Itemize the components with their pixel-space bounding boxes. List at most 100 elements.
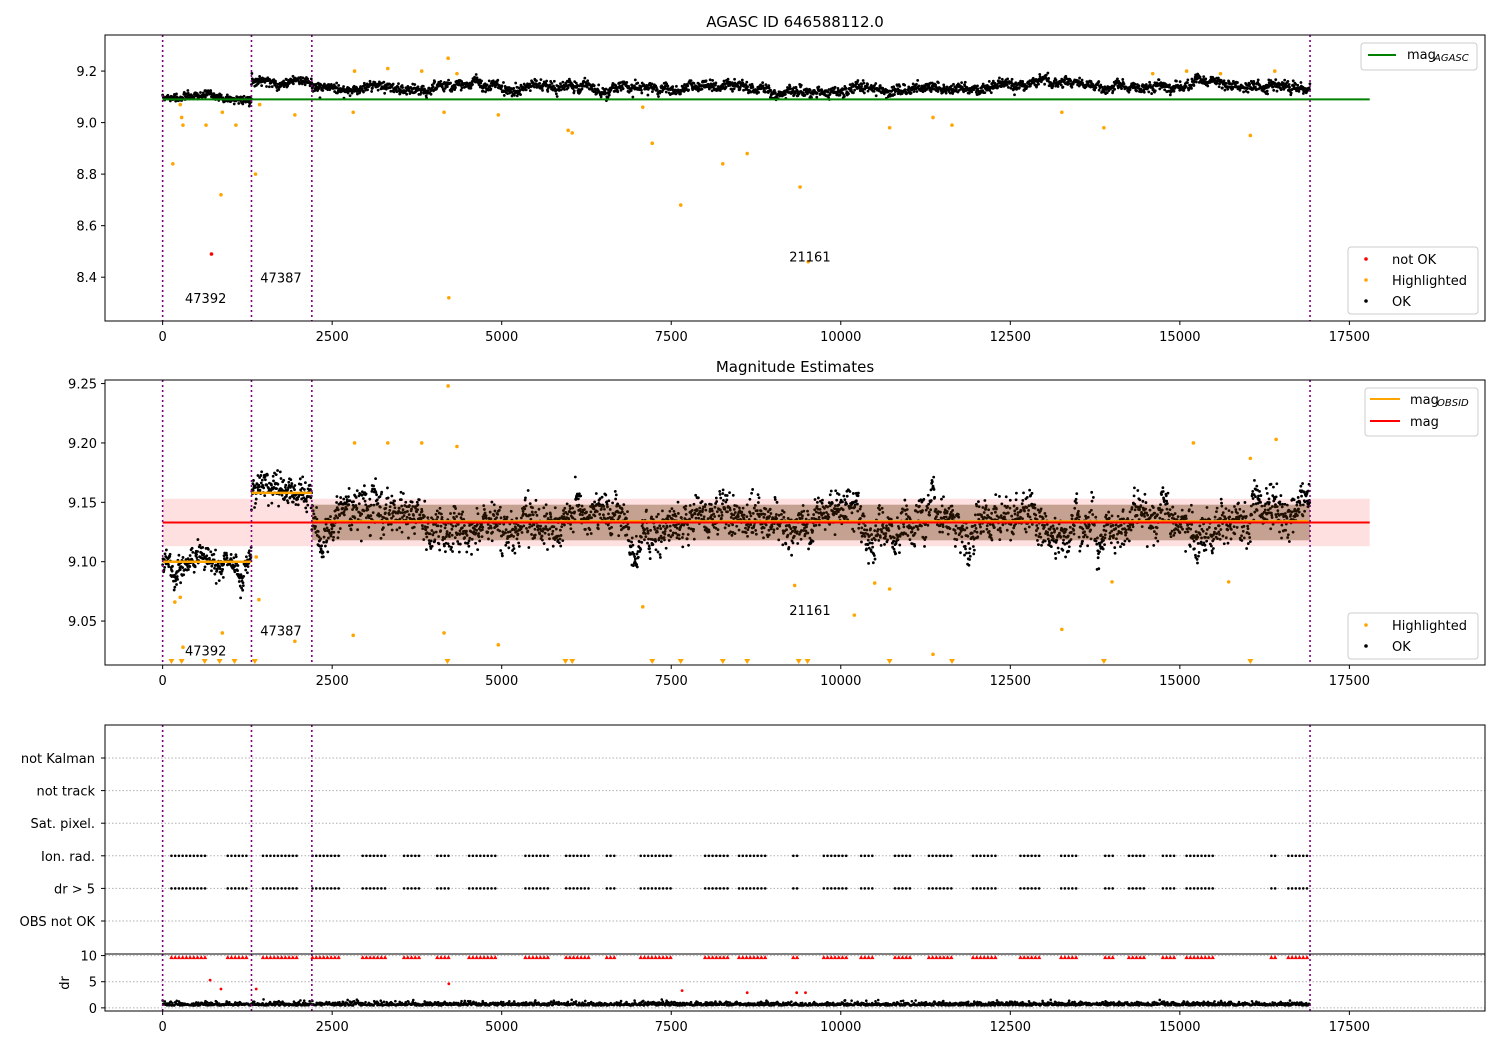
ok-point: [599, 95, 603, 99]
ok-point: [833, 85, 837, 89]
ok-point: [1179, 83, 1183, 87]
ok-point: [948, 91, 952, 95]
ok-point: [1178, 80, 1182, 84]
ok-point: [692, 81, 696, 85]
highlighted-point: [257, 102, 262, 107]
ok-point: [359, 85, 363, 88]
ok-point: [445, 85, 449, 89]
ok-point: [592, 84, 596, 88]
ok-point: [513, 93, 516, 97]
ok-point: [1163, 88, 1167, 92]
ok-point: [1094, 86, 1098, 90]
ok-point: [386, 496, 390, 500]
ok-point: [181, 566, 185, 570]
ok-point: [827, 95, 830, 99]
ok-point: [1190, 86, 1193, 90]
ok-point: [504, 543, 508, 547]
obsid-annotation: 21161: [789, 251, 830, 266]
ok-point: [1007, 85, 1010, 89]
ok-point: [1186, 78, 1190, 82]
ok-point: [866, 89, 870, 93]
ok-point: [299, 483, 303, 486]
ok-point: [237, 102, 241, 105]
ok-point: [196, 538, 200, 541]
ok-point: [304, 506, 308, 510]
ok-point: [517, 541, 521, 545]
ok-point: [443, 86, 447, 90]
ok-point: [1009, 80, 1013, 84]
not-ok-point: [209, 252, 214, 256]
ok-point: [320, 544, 324, 548]
ok-point: [1151, 87, 1155, 91]
ok-point: [188, 565, 192, 568]
ok-point: [236, 564, 240, 567]
ok-point: [849, 88, 853, 92]
ok-point: [417, 498, 421, 502]
ok-point: [229, 100, 232, 103]
ok-point: [391, 82, 395, 86]
ok-point: [358, 90, 362, 94]
ok-point: [489, 87, 493, 91]
ok-point: [542, 542, 546, 545]
legend-label-not-ok: not OK: [1392, 253, 1437, 268]
ok-point: [196, 550, 199, 553]
ok-point: [847, 92, 850, 96]
ok-point: [164, 548, 168, 552]
ok-point: [988, 89, 992, 92]
ok-point: [360, 490, 364, 494]
ok-point: [1056, 85, 1060, 88]
ok-point: [1127, 90, 1131, 94]
legend-marker-not-ok: [1364, 257, 1368, 261]
ok-point: [1013, 93, 1016, 97]
ok-point: [195, 552, 198, 556]
legend-label-mag: mag: [1407, 48, 1436, 63]
ok-point: [784, 542, 788, 546]
ok-point: [182, 573, 186, 577]
ok-point: [903, 83, 907, 87]
ok-point: [861, 79, 865, 82]
ok-point: [970, 90, 974, 94]
ok-point: [829, 489, 833, 493]
ok-point: [383, 91, 387, 95]
ok-point: [163, 565, 167, 569]
ok-point: [837, 493, 841, 496]
ok-point: [209, 89, 213, 92]
ok-point: [651, 543, 655, 546]
ok-point: [801, 91, 805, 95]
ok-point: [757, 496, 761, 500]
ok-point: [335, 81, 339, 85]
legend-label-highlighted: Highlighted: [1392, 274, 1467, 289]
ok-point: [372, 484, 375, 488]
ok-point: [1236, 81, 1239, 84]
ok-point: [585, 85, 589, 89]
ok-point: [1217, 85, 1221, 89]
ok-point: [761, 81, 765, 85]
ok-point: [1128, 88, 1132, 92]
ok-point: [613, 490, 617, 493]
ok-point: [259, 474, 263, 477]
highlighted-point: [950, 123, 954, 127]
ok-point: [674, 84, 678, 88]
ok-point: [784, 92, 787, 96]
ok-point: [635, 563, 639, 566]
ok-point: [1080, 78, 1084, 82]
ok-point: [810, 95, 813, 99]
ok-point: [625, 81, 629, 84]
ok-point: [1222, 79, 1226, 83]
ok-point: [276, 482, 280, 486]
ok-point: [756, 493, 760, 497]
ok-point: [1037, 82, 1040, 86]
ok-point: [911, 82, 915, 86]
ok-point: [726, 77, 730, 81]
ok-point: [439, 80, 443, 83]
ok-point: [362, 90, 365, 94]
ok-point: [207, 547, 210, 551]
ok-point: [604, 87, 608, 91]
ok-point: [250, 72, 254, 75]
ok-point: [291, 82, 295, 86]
ok-point: [192, 570, 196, 574]
ok-point: [681, 545, 685, 549]
ok-point: [769, 89, 773, 92]
